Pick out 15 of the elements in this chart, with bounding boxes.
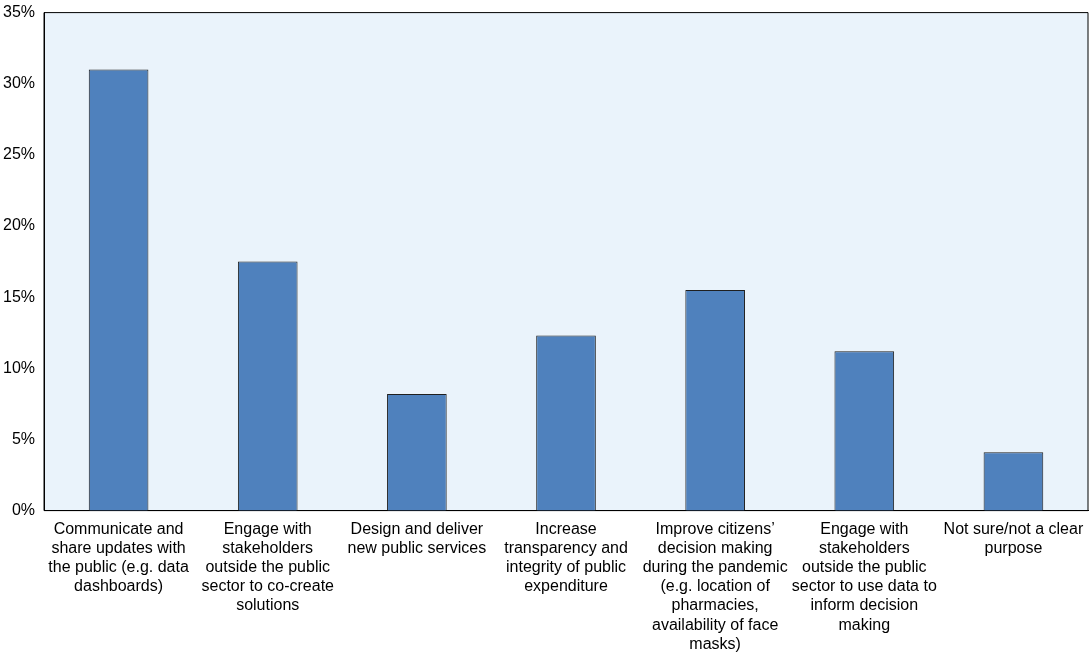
y-tick-label: 30% (2, 74, 36, 92)
x-tick-label: Engage with stakeholders outside the public sector to use data to inform decision making (791, 519, 937, 633)
y-tick-label: 5% (11, 429, 36, 447)
x-tick-label: Improve citizens’ decision making during the pandemic (e.g. location of pharmacies, availability of face masks) (642, 519, 788, 652)
x-tick-label: Engage with stakeholders outside the public sector to co-create solutions (201, 519, 335, 614)
x-tick-label: Communicate and share updates with the public (e.g. data dashboards) (48, 519, 189, 595)
y-tick-label: 25% (2, 145, 36, 163)
y-tick-label: 15% (2, 287, 36, 305)
y-tick-label: 20% (2, 216, 36, 234)
x-tick-label: Design and deliver new public services (347, 519, 487, 556)
y-tick-label: 35% (2, 3, 36, 21)
x-tick-label: Increase transparency and integrity of public expenditure (504, 519, 628, 595)
x-tick-label: Not sure/not a clear purpose (943, 519, 1084, 556)
y-tick-label: 10% (2, 358, 36, 376)
y-tick-label: 0% (11, 501, 36, 519)
